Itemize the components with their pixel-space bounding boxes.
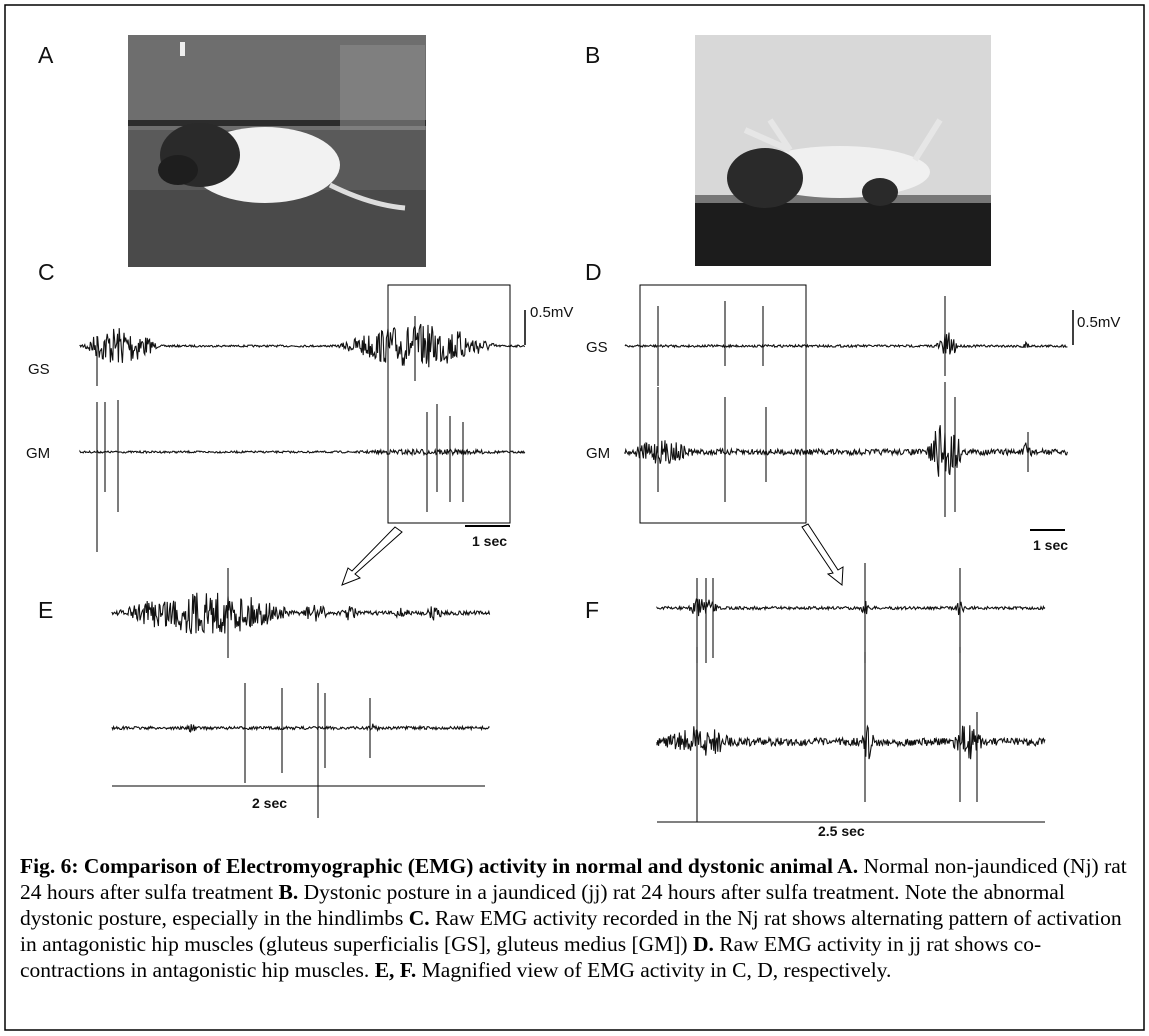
- time-label: 2.5 sec: [818, 823, 865, 839]
- trace-label: GM: [586, 445, 610, 462]
- amplitude-label: 0.5mV: [1077, 314, 1120, 331]
- caption-text: C.: [408, 906, 430, 930]
- zoom-box: [387, 284, 511, 524]
- emg-trace: [624, 382, 1068, 517]
- panel-label: D: [585, 259, 602, 285]
- caption-text: Raw EMG activity in jj rat shows co-cont…: [20, 932, 1042, 982]
- photo-dystonic-rat: [695, 35, 991, 266]
- trace-label: GS: [586, 339, 608, 356]
- time-label: 1 sec: [1033, 537, 1068, 553]
- emg-trace: [624, 296, 1068, 386]
- emg-trace: [79, 316, 526, 386]
- caption-text: Magnified view of EMG activity in C, D, …: [416, 958, 892, 982]
- caption-text: E, F.: [374, 958, 417, 982]
- trace-label: GM: [26, 445, 50, 462]
- panel-label: F: [585, 597, 599, 623]
- zoom-arrow: [341, 526, 403, 586]
- panel-label: E: [38, 597, 53, 623]
- photo-normal-rat: [128, 35, 426, 267]
- time-label: 2 sec: [252, 795, 287, 811]
- caption-text: Normal non-jaundiced (Nj) rat 24 hours a…: [20, 854, 1133, 904]
- emg-trace: [79, 400, 526, 552]
- caption-text: Fig. 6: Comparison of Electromyographic …: [20, 854, 859, 878]
- emg-trace: [656, 647, 1046, 822]
- panel-label: B: [585, 42, 600, 68]
- caption-text: Dystonic posture in a jaundiced (jj) rat…: [20, 880, 1071, 930]
- figure-border: [4, 4, 1145, 1031]
- caption-text: Raw EMG activity recorded in the Nj rat …: [20, 906, 1127, 956]
- emg-trace: [656, 563, 1046, 663]
- emg-trace: [111, 683, 490, 818]
- emg-trace: [111, 568, 491, 658]
- panel-label: A: [38, 42, 54, 68]
- caption-text: D.: [692, 932, 714, 956]
- zoom-arrow: [801, 523, 844, 586]
- figure-caption: Fig. 6: Comparison of Electromyographic …: [20, 853, 1132, 983]
- panel-label: C: [38, 259, 55, 285]
- caption-text: B.: [278, 880, 299, 904]
- time-label: 1 sec: [472, 533, 507, 549]
- trace-label: GS: [28, 361, 50, 378]
- zoom-box: [639, 284, 807, 524]
- amplitude-label: 0.5mV: [530, 304, 573, 321]
